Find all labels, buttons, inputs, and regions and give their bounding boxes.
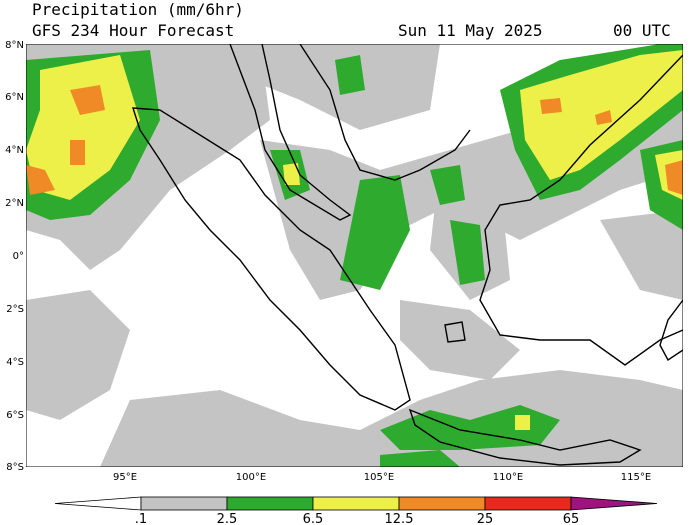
coastline bbox=[479, 54, 683, 366]
colorbar-segment bbox=[54, 496, 142, 511]
lat-label: 6°N bbox=[5, 92, 24, 103]
coastline bbox=[408, 408, 642, 466]
colorbar-segment bbox=[570, 496, 658, 511]
map-area bbox=[26, 44, 683, 467]
lon-labels: 95°E 100°E 105°E 110°E 115°E bbox=[113, 472, 651, 483]
colorbar-label: 2.5 bbox=[217, 512, 238, 525]
coastline bbox=[299, 44, 471, 181]
coastline bbox=[229, 44, 352, 221]
colorbar-label: 12.5 bbox=[385, 512, 414, 525]
colorbar-segment bbox=[484, 496, 572, 511]
lat-label: 0° bbox=[13, 251, 24, 262]
coastline bbox=[444, 321, 466, 343]
lon-label: 105°E bbox=[364, 472, 394, 483]
colorbar-label: 6.5 bbox=[303, 512, 324, 525]
colorbar-label: 65 bbox=[563, 512, 580, 525]
lat-label: 2°S bbox=[6, 304, 24, 315]
lat-label: 6°S bbox=[6, 410, 24, 421]
lat-labels: 8°N 6°N 4°N 2°N 0° 2°S 4°S 6°S 8°S bbox=[5, 40, 24, 473]
lon-label: 100°E bbox=[236, 472, 266, 483]
colorbar-label: .1 bbox=[135, 512, 147, 525]
precip-heavy bbox=[26, 50, 683, 430]
coastline bbox=[132, 107, 411, 411]
lon-label: 115°E bbox=[621, 472, 651, 483]
colorbar-segment bbox=[140, 496, 228, 511]
map-subtitle: GFS 234 Hour Forecast bbox=[32, 21, 234, 40]
lat-label: 4°S bbox=[6, 357, 24, 368]
colorbar-segment bbox=[226, 496, 314, 511]
lat-label: 8°N bbox=[5, 40, 24, 51]
lon-label: 95°E bbox=[113, 472, 137, 483]
colorbar-label: 25 bbox=[477, 512, 494, 525]
lat-label: 4°N bbox=[5, 145, 24, 156]
lon-label: 110°E bbox=[493, 472, 523, 483]
forecast-date: Sun 11 May 2025 bbox=[398, 21, 543, 40]
lat-label: 8°S bbox=[6, 462, 24, 473]
coastline bbox=[659, 299, 683, 362]
colorbar-segment bbox=[312, 496, 400, 511]
colorbar-segment bbox=[398, 496, 486, 511]
lat-label: 2°N bbox=[5, 198, 24, 209]
map-title: Precipitation (mm/6hr) bbox=[32, 0, 244, 19]
precip-very-heavy bbox=[26, 85, 683, 195]
forecast-time: 00 UTC bbox=[613, 21, 671, 40]
colorbar: .1 2.5 6.5 12.5 25 65 bbox=[54, 496, 658, 525]
